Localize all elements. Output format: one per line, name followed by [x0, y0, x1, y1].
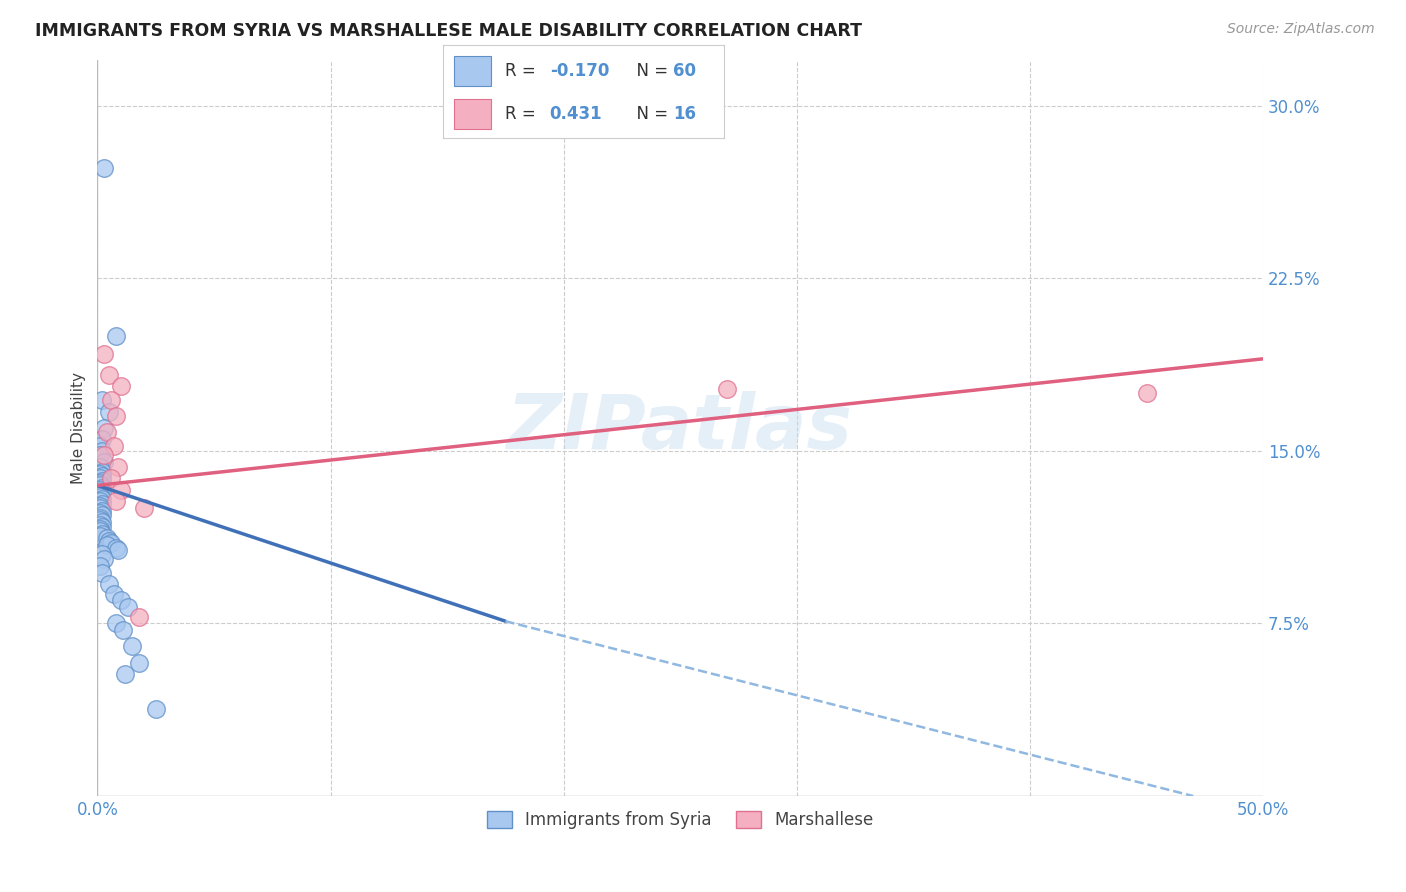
Point [110, 483, 132, 497]
Point [89, 478, 111, 492]
Point [89, 517, 111, 532]
Point [93, 455, 115, 469]
Point [132, 501, 155, 516]
Point [105, 409, 128, 424]
Point [89, 449, 111, 463]
Text: R =: R = [505, 62, 541, 79]
Point [100, 536, 122, 550]
Point [91, 504, 114, 518]
Bar [454, 56, 491, 86]
Point [1136, 386, 1159, 401]
Point [91, 492, 114, 507]
Y-axis label: Male Disability: Male Disability [72, 372, 86, 483]
Point [89, 439, 111, 453]
Point [105, 494, 128, 508]
Legend: Immigrants from Syria, Marshallese: Immigrants from Syria, Marshallese [479, 804, 880, 836]
Point [89, 483, 111, 497]
Text: N =: N = [626, 105, 673, 123]
Point [89, 467, 111, 481]
Text: N =: N = [626, 62, 673, 79]
Point [100, 471, 122, 485]
Point [91, 497, 114, 511]
Point [91, 393, 114, 408]
Point [89, 499, 111, 513]
Point [91, 515, 114, 529]
Point [91, 469, 114, 483]
Point [89, 490, 111, 504]
Point [93, 449, 115, 463]
Point [114, 667, 136, 681]
Point [121, 640, 143, 654]
Point [96, 531, 118, 545]
Point [107, 460, 129, 475]
Point [89, 529, 111, 543]
Point [91, 526, 114, 541]
Point [91, 520, 114, 534]
Point [111, 624, 134, 638]
Point [89, 471, 111, 485]
Text: 60: 60 [673, 62, 696, 79]
Point [89, 522, 111, 536]
Bar [454, 99, 491, 129]
Point [91, 443, 114, 458]
Point [93, 347, 115, 361]
Point [117, 600, 139, 615]
Point [89, 476, 111, 491]
Point [89, 460, 111, 475]
Point [91, 474, 114, 488]
Point [93, 421, 115, 435]
Point [107, 542, 129, 557]
Text: IMMIGRANTS FROM SYRIA VS MARSHALLESE MALE DISABILITY CORRELATION CHART: IMMIGRANTS FROM SYRIA VS MARSHALLESE MAL… [35, 22, 862, 40]
Point [93, 161, 115, 175]
Point [105, 616, 128, 631]
Point [91, 485, 114, 500]
Point [103, 586, 125, 600]
Point [98, 405, 121, 419]
Point [128, 609, 150, 624]
Point [91, 508, 114, 523]
Point [98, 577, 121, 591]
Point [145, 701, 167, 715]
Text: ZIPatlas: ZIPatlas [508, 391, 853, 465]
Point [96, 538, 118, 552]
Point [89, 501, 111, 516]
Point [89, 513, 111, 527]
Point [91, 481, 114, 495]
Point [91, 465, 114, 479]
Text: R =: R = [505, 105, 546, 123]
Point [105, 328, 128, 343]
Text: 0.431: 0.431 [550, 105, 602, 123]
Point [91, 433, 114, 447]
Point [96, 425, 118, 440]
Point [110, 593, 132, 607]
Point [93, 552, 115, 566]
Text: 16: 16 [673, 105, 696, 123]
Point [89, 524, 111, 539]
Point [105, 541, 128, 555]
Point [100, 393, 122, 408]
Point [89, 494, 111, 508]
Point [91, 566, 114, 580]
Point [89, 558, 111, 573]
Point [89, 506, 111, 520]
Point [110, 379, 132, 393]
Point [716, 382, 738, 396]
Point [98, 368, 121, 382]
Point [89, 510, 111, 524]
Text: -0.170: -0.170 [550, 62, 609, 79]
Point [89, 487, 111, 501]
Point [103, 439, 125, 453]
Point [91, 548, 114, 562]
Text: Source: ZipAtlas.com: Source: ZipAtlas.com [1227, 22, 1375, 37]
Point [98, 533, 121, 548]
Point [128, 656, 150, 670]
